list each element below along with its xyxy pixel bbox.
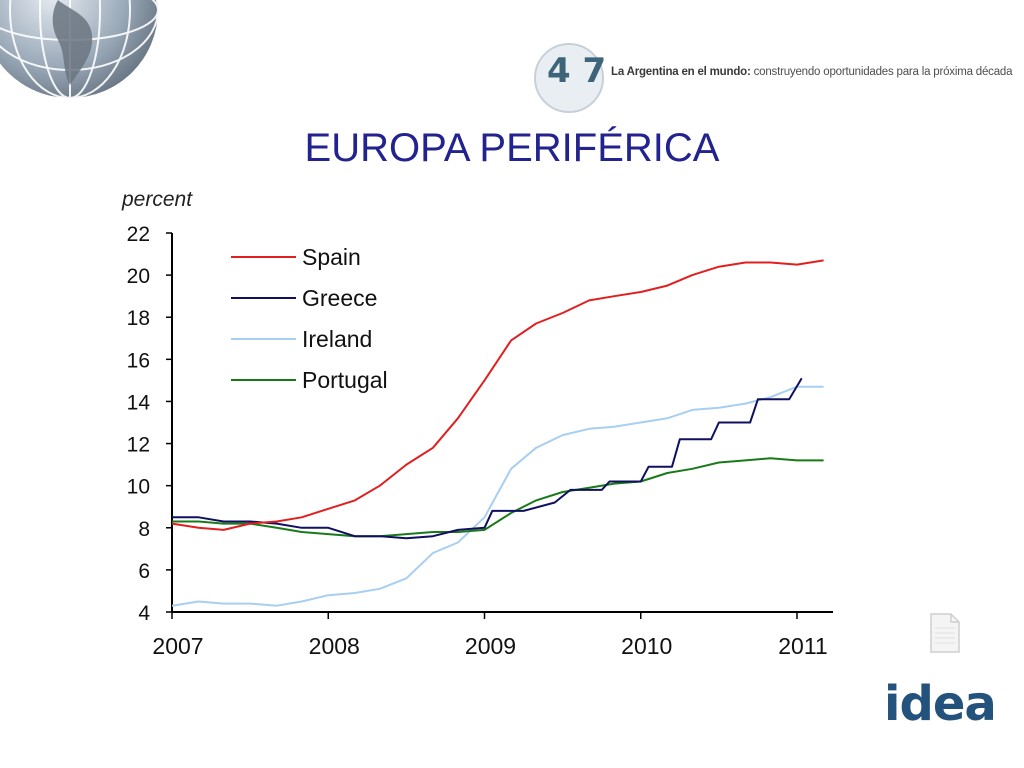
series-line-ireland <box>171 385 824 607</box>
tagline-bold: La Argentina en el mundo: <box>611 66 751 78</box>
legend-label-greece: Greece <box>302 285 377 311</box>
chart-lines <box>171 259 824 607</box>
globe-icon <box>0 0 159 99</box>
tagline-rest: construyendo oportunidades para la próxi… <box>750 66 1013 78</box>
y-tick-label: 18 <box>127 307 150 330</box>
badge-digits: 4 7 <box>547 51 605 91</box>
y-tick-label: 16 <box>127 349 150 372</box>
legend-label-spain: Spain <box>302 244 361 270</box>
y-tick-label: 4 <box>138 602 150 625</box>
x-tick-label: 2009 <box>465 633 516 659</box>
series-line-greece <box>172 377 803 540</box>
x-tick-label: 2011 <box>778 633 827 659</box>
y-tick-label: 22 <box>127 223 150 246</box>
y-tick-label: 14 <box>127 391 151 414</box>
x-tick-label: 2008 <box>309 633 360 659</box>
page-title: EUROPA PERIFÉRICA <box>304 126 720 170</box>
idea-logo: idea <box>884 676 997 732</box>
y-tick-label: 12 <box>127 434 150 457</box>
legend-label-ireland: Ireland <box>302 326 372 352</box>
y-tick-label: 8 <box>138 518 150 541</box>
y-axis-label: percent <box>121 188 193 211</box>
legend-label-portugal: Portugal <box>302 367 388 393</box>
header-tagline: La Argentina en el mundo: construyendo o… <box>611 66 1013 78</box>
x-tick-label: 2010 <box>621 633 672 659</box>
chart-axes: percent 4 6 8 10 12 14 16 18 20 22 2007 2008 2009 2010… <box>121 188 833 659</box>
y-tick-label: 20 <box>127 265 150 288</box>
y-tick-label: 6 <box>138 560 150 583</box>
series-line-spain <box>171 259 824 531</box>
chart-legend: Spain Greece Ireland Portugal <box>231 244 388 393</box>
badge-47-logo: 4 7 <box>534 43 605 113</box>
x-tick-label: 2007 <box>152 633 203 659</box>
series-line-portugal <box>172 457 824 538</box>
document-icon <box>930 613 960 653</box>
y-tick-label: 10 <box>127 476 150 499</box>
